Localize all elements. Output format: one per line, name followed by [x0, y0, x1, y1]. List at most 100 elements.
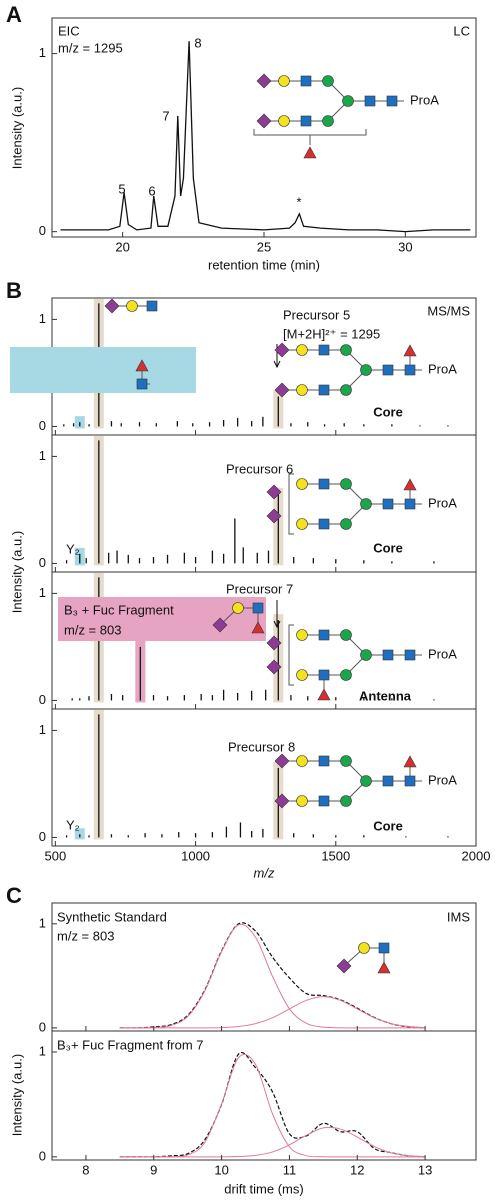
y-tick-label: 1	[39, 45, 46, 60]
x-tick-label: 500	[45, 848, 67, 863]
sialic-diamond	[256, 73, 272, 89]
sialic-diamond	[212, 617, 228, 633]
annotation: Core	[373, 540, 403, 555]
y-tick-label: 1	[39, 311, 46, 326]
y-tick-label: 1	[39, 722, 46, 737]
sialic-diamond	[266, 659, 282, 675]
fucose-triangle	[303, 146, 317, 159]
mannose-circle	[340, 344, 352, 356]
glcnac-square	[404, 498, 416, 510]
sialic-diamond	[274, 753, 290, 769]
galactose-circle	[358, 942, 370, 954]
annotation: Y₂	[66, 817, 80, 832]
x-tick-label: 20	[115, 239, 129, 254]
fucose-triangle	[377, 961, 391, 974]
annotation: m/z = 803	[64, 622, 121, 637]
fucose-triangle	[317, 688, 331, 701]
series-line	[119, 1052, 426, 1158]
fucose-triangle	[135, 359, 149, 372]
mannose-circle	[340, 669, 352, 681]
x-tick-label: 10	[214, 1162, 228, 1177]
trace-line	[60, 41, 471, 233]
galactose-circle	[278, 75, 290, 87]
annotation: 7	[162, 108, 169, 123]
annotation: 8	[194, 35, 201, 50]
mannose-circle	[340, 755, 352, 767]
galactose-circle	[296, 629, 308, 641]
method-label: MS/MS	[427, 303, 470, 318]
method-label: LC	[453, 23, 470, 38]
annotation: *	[296, 194, 301, 209]
mannose-circle	[360, 649, 372, 661]
fucose-triangle	[403, 344, 417, 357]
mannose-circle	[360, 775, 372, 787]
fucose-triangle	[403, 755, 417, 768]
glcnac-square	[318, 629, 330, 641]
glcnac-square	[318, 518, 330, 530]
x-tick-label: 25	[257, 239, 271, 254]
annotation: Precursor 8	[228, 739, 295, 754]
y-tick-label: 0	[39, 223, 46, 238]
x-tick-label: 8	[82, 1162, 89, 1177]
galactose-circle	[296, 669, 308, 681]
sialic-diamond	[104, 298, 120, 314]
y-tick-label: 0	[39, 418, 46, 433]
y-axis-label: Intensity (a.u.)	[9, 1054, 24, 1136]
panel-label: A	[6, 2, 22, 27]
y-tick-label: 0	[39, 1019, 46, 1034]
plot-frame	[51, 1030, 477, 1161]
glcnac-square	[364, 95, 376, 107]
glcnac-square	[318, 669, 330, 681]
galactose-circle	[296, 344, 308, 356]
y-tick-label: 0	[39, 829, 46, 844]
fucose-triangle	[251, 621, 265, 634]
galactose-circle	[232, 602, 244, 614]
chart-title: Synthetic Standard	[57, 909, 167, 924]
x-tick-label: 9	[150, 1162, 157, 1177]
glcnac-square	[404, 649, 416, 661]
glcnac-square	[136, 378, 148, 390]
sialic-diamond	[336, 958, 352, 974]
mannose-circle	[360, 364, 372, 376]
chart-subtitle: m/z = 803	[57, 928, 114, 943]
mannose-circle	[342, 95, 354, 107]
glcnac-square	[382, 649, 394, 661]
y-tick-label: 1	[39, 1043, 46, 1058]
glcnac-square	[318, 795, 330, 807]
glcnac-square	[382, 775, 394, 787]
chart-subtitle: m/z = 1295	[58, 40, 123, 55]
x-axis-label: retention time (min)	[208, 257, 320, 272]
y-axis-label: Intensity (a.u.)	[9, 531, 24, 613]
sialic-diamond	[274, 342, 290, 358]
glycan-bracket	[288, 473, 294, 535]
galactose-circle	[296, 478, 308, 490]
glcnac-square	[318, 755, 330, 767]
fragment-box	[10, 347, 196, 393]
sialic-diamond	[266, 508, 282, 524]
mannose-circle	[340, 478, 352, 490]
mannose-circle	[340, 518, 352, 530]
x-tick-label: 30	[398, 239, 412, 254]
plot-frame	[51, 708, 477, 847]
method-label: IMS	[447, 909, 470, 924]
galactose-circle	[296, 384, 308, 396]
glcnac-square	[382, 364, 394, 376]
glcnac-square	[300, 75, 312, 87]
series-line	[119, 923, 426, 1029]
annotation: ProA	[428, 772, 457, 787]
galactose-circle	[126, 300, 138, 312]
x-tick-label: 12	[350, 1162, 364, 1177]
galactose-circle	[296, 795, 308, 807]
panel-label: C	[6, 883, 22, 908]
mannose-circle	[340, 384, 352, 396]
sialic-diamond	[256, 113, 272, 129]
panel-label: B	[6, 278, 22, 303]
y-tick-label: 1	[39, 585, 46, 600]
annotation: [M+2H]²⁺ = 1295	[283, 326, 380, 341]
series-line	[119, 1126, 426, 1158]
series-line	[119, 1053, 426, 1158]
annotation: 5	[118, 181, 125, 196]
glcnac-square	[404, 364, 416, 376]
peak-highlight	[74, 828, 85, 840]
x-tick-label: 2000	[462, 848, 491, 863]
